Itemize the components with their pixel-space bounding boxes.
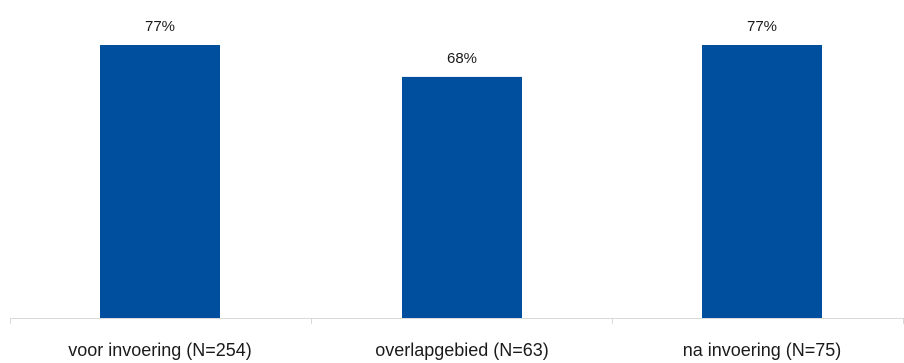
category-label-2: na invoering (N=75)	[683, 340, 842, 360]
bar-2	[702, 45, 822, 318]
bars-group	[100, 45, 822, 318]
data-label-1: 68%	[447, 50, 477, 67]
category-label-1: overlapgebied (N=63)	[375, 340, 549, 360]
data-labels-group: 77% 68% 77%	[145, 18, 777, 67]
x-axis	[10, 318, 904, 324]
data-label-2: 77%	[747, 18, 777, 35]
category-labels-group: voor invoering (N=254) overlapgebied (N=6…	[68, 340, 841, 360]
bar-0	[100, 45, 220, 318]
data-label-0: 77%	[145, 18, 175, 35]
bar-1	[402, 76, 522, 318]
category-label-0: voor invoering (N=254)	[68, 340, 252, 360]
